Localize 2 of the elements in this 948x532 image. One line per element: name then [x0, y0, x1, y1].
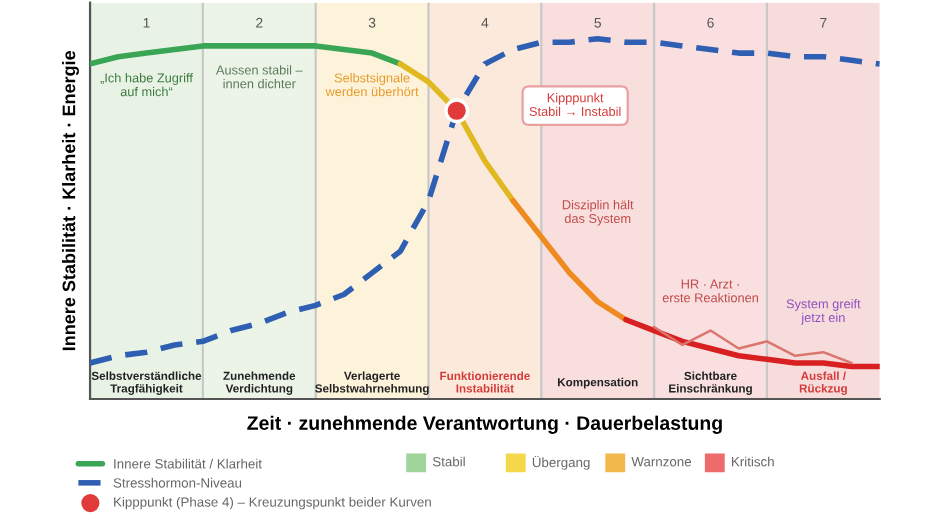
y-axis-title: Innere Stabilität · Klarheit · Energie [62, 50, 79, 351]
x-axis-title: Zeit · zunehmende Verantwortung · Dauerbelastung [247, 415, 722, 434]
